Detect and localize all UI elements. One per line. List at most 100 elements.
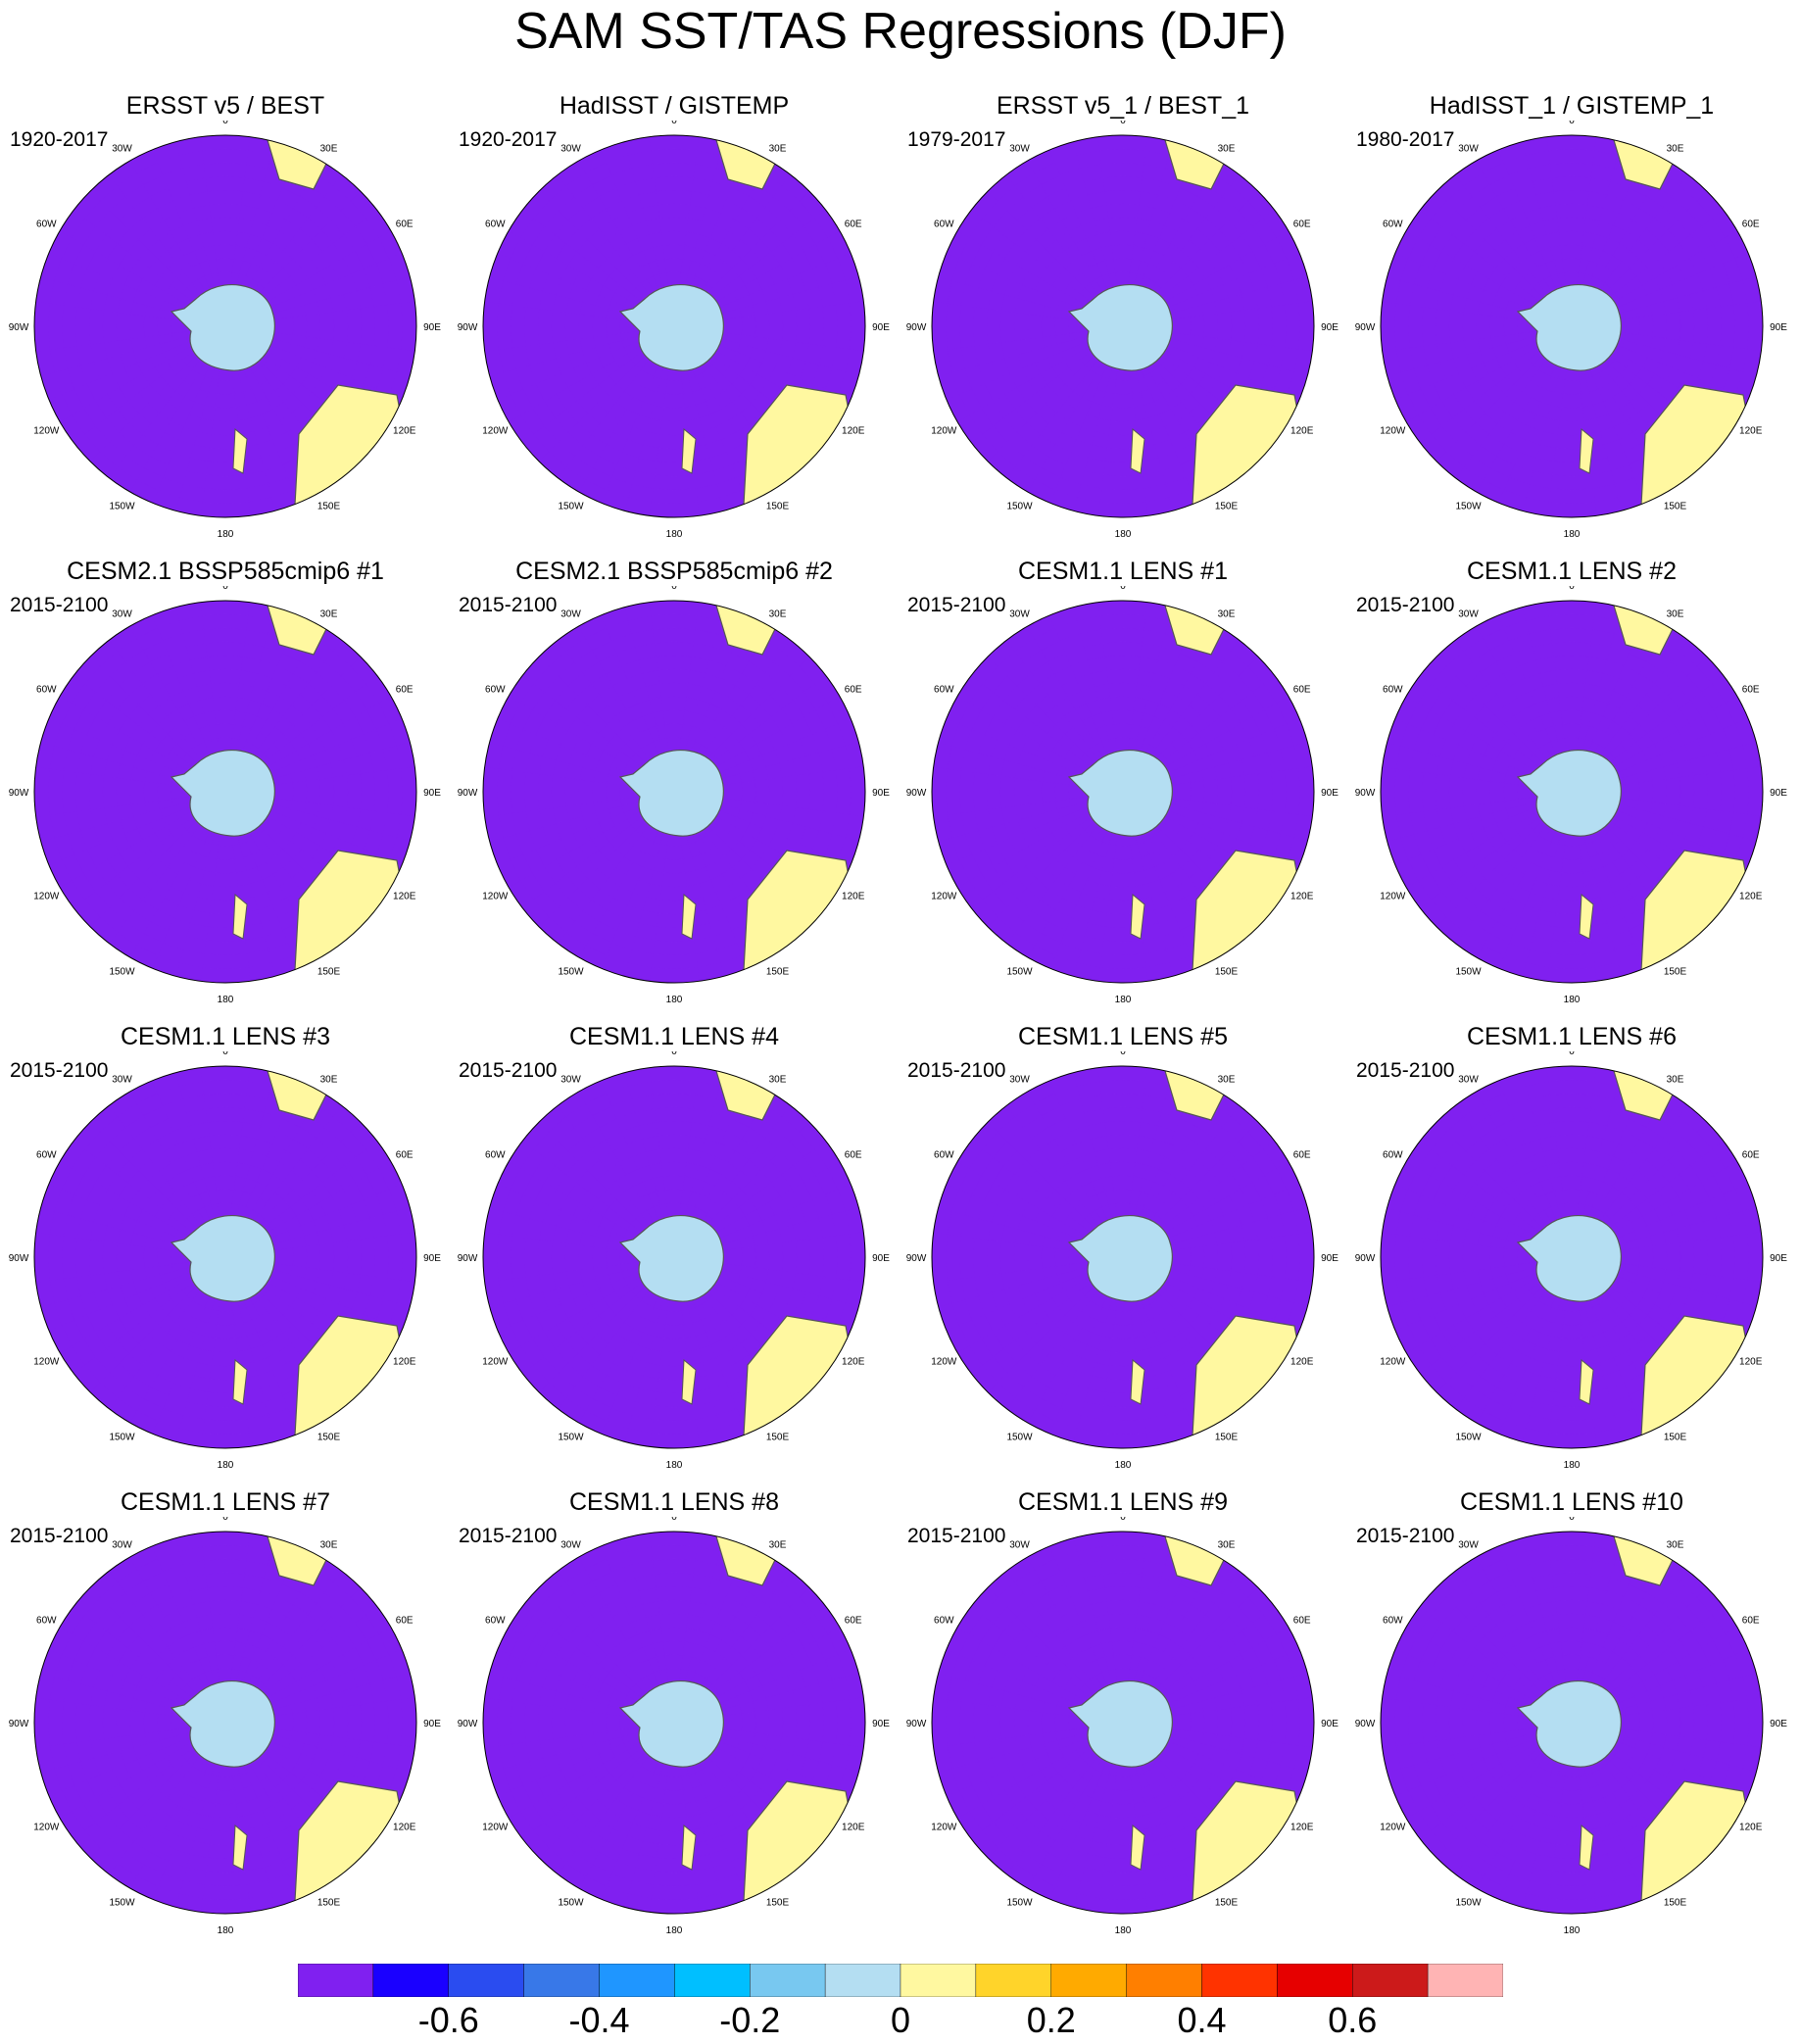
longitude-label: 60E	[396, 1616, 414, 1627]
longitude-label: 90E	[1770, 1253, 1787, 1264]
colorbar-tick-label: -0.6	[417, 2000, 479, 2040]
longitude-label: 90E	[423, 322, 441, 333]
longitude-label: 0	[1569, 586, 1575, 592]
colorbar-swatch	[975, 1964, 1051, 1997]
longitude-label: 120W	[931, 1357, 957, 1368]
antarctica-coastline	[1067, 1680, 1173, 1768]
panel-title: CESM1.1 LENS #1	[1018, 558, 1228, 585]
longitude-label: 150W	[1006, 1433, 1033, 1443]
longitude-label: 150W	[1455, 502, 1482, 512]
map-panel: CESM1.1 LENS #8 0 30E 60E 90E 120E 150E 180 150W…	[449, 1487, 900, 1948]
longitude-label: 90E	[423, 1253, 441, 1264]
panel-title: CESM1.1 LENS #4	[569, 1023, 779, 1050]
colorbar-swatch	[1050, 1964, 1127, 1997]
longitude-label: 120E	[842, 426, 865, 437]
longitude-label: 90E	[872, 1719, 890, 1729]
longitude-label: 90W	[1355, 1719, 1376, 1729]
longitude-label: 30E	[320, 1539, 338, 1550]
longitude-label: 150E	[766, 1898, 790, 1909]
antarctica-coastline	[1067, 750, 1173, 837]
colorbar-swatch	[750, 1964, 826, 1997]
longitude-label: 180	[666, 995, 683, 1005]
new-zealand-coastline	[1130, 427, 1145, 474]
polar-stereographic-map: 0 30E 60E 90E 120E 150E 180 150W 120W 90W 60W 30W	[9, 121, 442, 540]
longitude-label: 120E	[393, 892, 416, 902]
longitude-label: 120W	[931, 426, 957, 437]
longitude-label: 60W	[485, 219, 506, 230]
longitude-label: 0	[1120, 121, 1126, 126]
antarctica-coastline	[170, 1680, 275, 1768]
map-border	[33, 134, 417, 518]
map-panel: CESM1.1 LENS #9 0 30E 60E 90E 120E 150E 180 150W…	[898, 1487, 1348, 1948]
panel-period: 2015-2100	[459, 1525, 558, 1547]
longitude-label: 120W	[33, 426, 60, 437]
longitude-label: 120E	[393, 1823, 416, 1833]
longitude-label: 60E	[845, 1150, 862, 1161]
map-panel: CESM2.1 BSSP585cmip6 #1 0 30E 60E 90E 120E 150…	[0, 557, 451, 1017]
longitude-label: 60W	[934, 1616, 954, 1627]
panel-period: 2015-2100	[907, 1525, 1006, 1547]
longitude-label: 150W	[1455, 967, 1482, 978]
longitude-label: 120E	[1739, 1823, 1763, 1833]
polar-stereographic-map: 0 30E 60E 90E 120E 150E 180 150W 120W 90W 60W 30W	[458, 1517, 891, 1936]
longitude-label: 150W	[1006, 502, 1033, 512]
longitude-label: 150W	[109, 502, 135, 512]
longitude-label: 120W	[33, 1823, 60, 1833]
longitude-label: 30W	[1009, 143, 1030, 154]
polar-stereographic-map: 0 30E 60E 90E 120E 150E 180 150W 120W 90W 60W 30W	[9, 586, 442, 1005]
antarctica-coastline	[1067, 284, 1173, 371]
map-border	[482, 600, 866, 984]
map-panel: CESM2.1 BSSP585cmip6 #2 0 30E 60E 90E 120E 150…	[449, 557, 900, 1017]
longitude-label: 120W	[482, 1823, 509, 1833]
longitude-label: 0	[671, 586, 677, 592]
panel-period: 1979-2017	[907, 128, 1006, 151]
longitude-label: 60W	[1383, 1616, 1403, 1627]
longitude-label: 60W	[36, 1150, 57, 1161]
longitude-label: 90W	[906, 322, 927, 333]
map-border	[1380, 1065, 1764, 1449]
longitude-label: 90W	[9, 1719, 29, 1729]
colorbar-tick-label: 0.2	[1026, 2000, 1076, 2040]
colorbar-tick-label: 0	[890, 2000, 911, 2040]
polar-stereographic-map: 0 30E 60E 90E 120E 150E 180 150W 120W 90W 60W 30W	[458, 121, 891, 540]
longitude-label: 60W	[934, 685, 954, 696]
regression-field	[932, 1066, 1314, 1448]
colorbar-swatch	[1201, 1964, 1278, 1997]
longitude-label: 60E	[396, 219, 414, 230]
longitude-label: 120W	[482, 426, 509, 437]
longitude-label: 150W	[1455, 1433, 1482, 1443]
longitude-label: 150E	[1215, 1898, 1239, 1909]
colorbar-tick-label: -0.4	[568, 2000, 630, 2040]
longitude-label: 120E	[1290, 1357, 1314, 1368]
longitude-label: 150E	[317, 967, 341, 978]
longitude-label: 120W	[931, 892, 957, 902]
regression-field	[34, 135, 416, 517]
longitude-label: 30E	[1218, 1074, 1236, 1085]
longitude-label: 60E	[1293, 1150, 1311, 1161]
longitude-label: 30W	[560, 143, 581, 154]
longitude-label: 30E	[769, 608, 787, 619]
regression-field	[932, 1532, 1314, 1914]
longitude-label: 90W	[458, 322, 478, 333]
longitude-label: 30E	[320, 608, 338, 619]
colorbar-swatch	[599, 1964, 675, 1997]
longitude-label: 120W	[482, 1357, 509, 1368]
longitude-label: 30E	[1667, 143, 1684, 154]
colorbar-swatch	[448, 1964, 524, 1997]
colorbar-swatch	[900, 1964, 977, 1997]
new-zealand-coastline	[232, 1358, 248, 1405]
longitude-label: 0	[1569, 121, 1575, 126]
longitude-label: 150E	[1215, 1433, 1239, 1443]
longitude-label: 150W	[558, 1898, 584, 1909]
longitude-label: 60E	[1293, 219, 1311, 230]
new-zealand-coastline	[681, 1358, 697, 1405]
longitude-label: 180	[218, 529, 234, 540]
antarctica-coastline	[1516, 284, 1622, 371]
longitude-label: 150E	[1215, 967, 1239, 978]
panel-period: 2015-2100	[459, 1059, 558, 1082]
panel-title: CESM1.1 LENS #10	[1460, 1488, 1683, 1516]
longitude-label: 0	[1120, 1051, 1126, 1057]
longitude-label: 90E	[423, 1719, 441, 1729]
longitude-label: 30W	[112, 1539, 132, 1550]
antarctica-coastline	[170, 750, 275, 837]
